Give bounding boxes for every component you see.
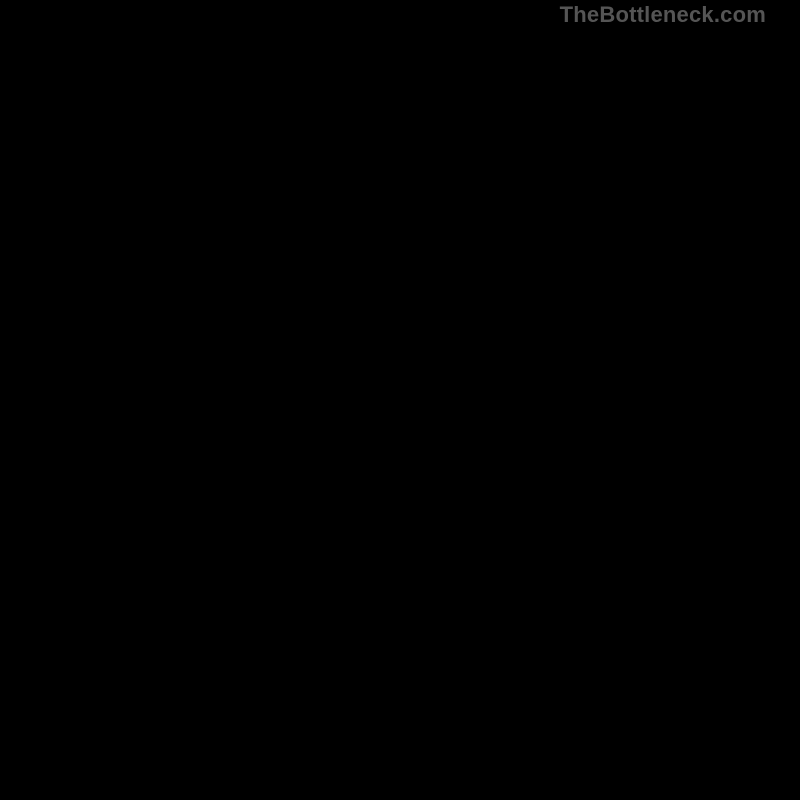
chart-container: TheBottleneck.com — [0, 0, 800, 800]
heatmap-canvas — [0, 0, 800, 800]
watermark-text: TheBottleneck.com — [560, 2, 766, 28]
